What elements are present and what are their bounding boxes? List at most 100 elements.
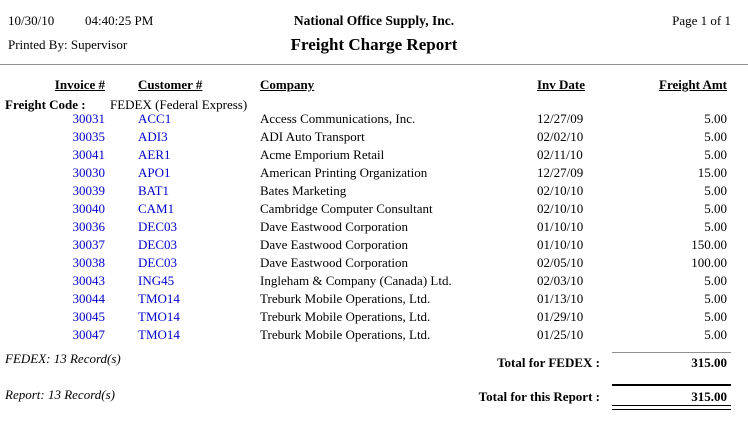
invoice-number-link[interactable]: 30043 [72, 273, 106, 288]
table-row: 30031 ACC1 Access Communications, Inc. 1… [0, 110, 728, 128]
invoice-number-link[interactable]: 30044 [72, 291, 106, 306]
table-row: 30041 AER1 Acme Emporium Retail 02/11/10… [0, 146, 728, 164]
report-time: 04:40:25 PM [85, 13, 154, 28]
inv-date-cell: 02/03/10 [537, 273, 584, 288]
table-row: 30038 DEC03 Dave Eastwood Corporation 02… [0, 254, 728, 272]
column-header-row: Invoice # Customer # Company Inv Date Fr… [0, 76, 727, 94]
invoice-number-link[interactable]: 30037 [72, 237, 106, 252]
group-total-label: Total for FEDEX : [497, 355, 600, 370]
table-row: 30040 CAM1 Cambridge Computer Consultant… [0, 200, 728, 218]
freight-code-label: Freight Code : [5, 97, 86, 112]
company-cell: Treburk Mobile Operations, Ltd. [260, 309, 431, 324]
freight-code-value: FEDEX (Federal Express) [110, 97, 248, 112]
freight-amt-cell: 5.00 [704, 129, 727, 144]
company-cell: Dave Eastwood Corporation [260, 255, 409, 270]
table-row: 30039 BAT1 Bates Marketing 02/10/10 5.00 [0, 182, 728, 200]
inv-date-cell: 01/13/10 [537, 291, 584, 306]
col-header-inv-date: Inv Date [537, 77, 586, 92]
company-cell: Treburk Mobile Operations, Ltd. [260, 327, 431, 342]
group-total-topline [612, 352, 731, 353]
invoice-table: 30031 ACC1 Access Communications, Inc. 1… [0, 110, 728, 344]
invoice-number-link[interactable]: 30031 [72, 111, 106, 126]
inv-date-cell: 02/11/10 [537, 147, 583, 162]
company-cell: Dave Eastwood Corporation [260, 219, 409, 234]
invoice-number-link[interactable]: 30035 [72, 129, 106, 144]
page-number: Page 1 of 1 [672, 13, 731, 28]
inv-date-cell: 02/02/10 [537, 129, 584, 144]
company-cell: Access Communications, Inc. [260, 111, 416, 126]
freight-amt-cell: 5.00 [704, 291, 727, 306]
customer-number-link[interactable]: APO1 [138, 165, 171, 180]
report-total-value: 315.00 [691, 389, 727, 404]
table-row: 30044 TMO14 Treburk Mobile Operations, L… [0, 290, 728, 308]
freight-amt-cell: 5.00 [704, 201, 727, 216]
invoice-number-link[interactable]: 30040 [72, 201, 106, 216]
inv-date-cell: 02/10/10 [537, 183, 584, 198]
inv-date-cell: 01/29/10 [537, 309, 584, 324]
inv-date-cell: 01/10/10 [537, 237, 584, 252]
customer-number-link[interactable]: ADI3 [138, 129, 168, 144]
freight-amt-cell: 5.00 [704, 327, 727, 342]
table-row: 30043 ING45 Ingleham & Company (Canada) … [0, 272, 728, 290]
customer-number-link[interactable]: TMO14 [138, 327, 180, 342]
company-cell: Bates Marketing [260, 183, 347, 198]
customer-number-link[interactable]: ACC1 [138, 111, 172, 126]
freight-amt-cell: 100.00 [691, 255, 727, 270]
customer-number-link[interactable]: AER1 [138, 147, 171, 162]
freight-amt-cell: 5.00 [704, 219, 727, 234]
company-cell: Treburk Mobile Operations, Ltd. [260, 291, 431, 306]
customer-number-link[interactable]: BAT1 [138, 183, 170, 198]
freight-amt-cell: 15.00 [697, 165, 727, 180]
customer-number-link[interactable]: CAM1 [138, 201, 175, 216]
company-cell: Cambridge Computer Consultant [260, 201, 433, 216]
printed-by: Printed By: Supervisor [8, 37, 128, 52]
customer-number-link[interactable]: DEC03 [138, 237, 177, 252]
invoice-number-link[interactable]: 30030 [72, 165, 106, 180]
report-title: Freight Charge Report [290, 35, 458, 54]
company-cell: American Printing Organization [260, 165, 428, 180]
company-cell: Dave Eastwood Corporation [260, 237, 409, 252]
invoice-number-link[interactable]: 30047 [72, 327, 106, 342]
col-header-company: Company [260, 77, 315, 92]
invoice-number-link[interactable]: 30041 [72, 147, 106, 162]
freight-amt-cell: 5.00 [704, 183, 727, 198]
col-header-invoice: Invoice # [54, 77, 105, 92]
company-name: National Office Supply, Inc. [293, 13, 455, 28]
inv-date-cell: 02/10/10 [537, 201, 584, 216]
report-total-topline [612, 384, 731, 386]
report-total-label: Total for this Report : [478, 389, 600, 404]
invoice-number-link[interactable]: 30039 [72, 183, 106, 198]
customer-number-link[interactable]: ING45 [138, 273, 175, 288]
inv-date-cell: 01/25/10 [537, 327, 584, 342]
freight-amt-cell: 5.00 [704, 147, 727, 162]
invoice-number-link[interactable]: 30038 [72, 255, 106, 270]
customer-number-link[interactable]: DEC03 [138, 255, 177, 270]
header-divider [0, 64, 748, 65]
inv-date-cell: 12/27/09 [537, 111, 584, 126]
table-row: 30036 DEC03 Dave Eastwood Corporation 01… [0, 218, 728, 236]
customer-number-link[interactable]: TMO14 [138, 309, 180, 324]
table-row: 30047 TMO14 Treburk Mobile Operations, L… [0, 326, 728, 344]
inv-date-cell: 02/05/10 [537, 255, 584, 270]
freight-amt-cell: 150.00 [691, 237, 727, 252]
freight-amt-cell: 5.00 [704, 111, 727, 126]
customer-number-link[interactable]: DEC03 [138, 219, 177, 234]
invoice-number-link[interactable]: 30036 [72, 219, 106, 234]
report-total-double-underline [612, 405, 731, 410]
report-date: 10/30/10 [8, 13, 55, 28]
col-header-freight-amt: Freight Amt [659, 77, 727, 92]
freight-amt-cell: 5.00 [704, 309, 727, 324]
col-header-customer: Customer # [138, 77, 203, 92]
report-record-count: Report: 13 Record(s) [5, 387, 115, 402]
group-record-count: FEDEX: 13 Record(s) [5, 351, 121, 366]
company-cell: Acme Emporium Retail [260, 147, 385, 162]
invoice-number-link[interactable]: 30045 [72, 309, 106, 324]
company-cell: ADI Auto Transport [260, 129, 365, 144]
inv-date-cell: 12/27/09 [537, 165, 584, 180]
customer-number-link[interactable]: TMO14 [138, 291, 180, 306]
table-row: 30037 DEC03 Dave Eastwood Corporation 01… [0, 236, 728, 254]
freight-amt-cell: 5.00 [704, 273, 727, 288]
company-cell: Ingleham & Company (Canada) Ltd. [260, 273, 452, 288]
group-total-value: 315.00 [691, 355, 727, 370]
